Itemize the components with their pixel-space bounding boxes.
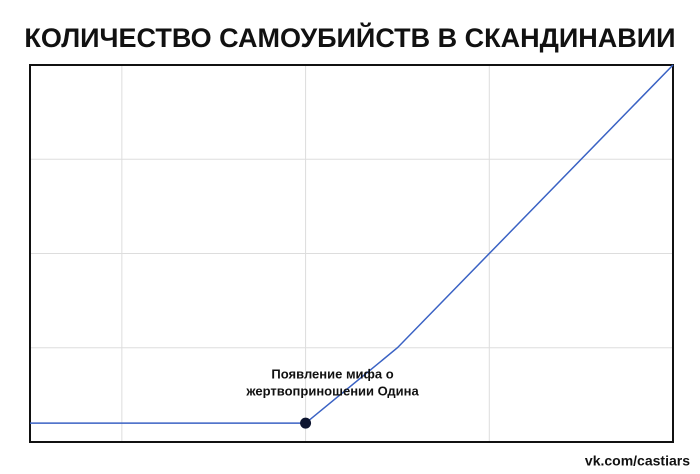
- chart-title: КОЛИЧЕСТВО САМОУБИЙСТВ В СКАНДИНАВИИ: [24, 22, 675, 53]
- plot-frame: [29, 64, 674, 443]
- annotation-marker: [300, 417, 312, 429]
- annotation-text: Появление мифа о: [271, 367, 393, 382]
- data-line: [30, 64, 674, 424]
- source: vk.com/castiars: [585, 453, 690, 469]
- annotation-text: жертвоприношении Одина: [245, 384, 419, 399]
